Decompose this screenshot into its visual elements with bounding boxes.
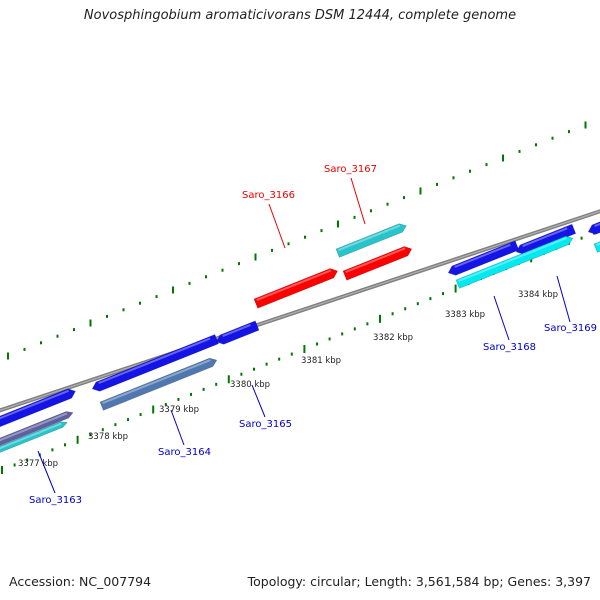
genome-stats-label: Topology: circular; Length: 3,561,584 bp…: [247, 574, 591, 589]
gene-leader-line: [170, 409, 185, 446]
gene-saro-3163-reverse: [0, 411, 74, 446]
gene-saro-3167-fwd-shine: [345, 247, 406, 274]
gene-saro-3164-forward: [91, 334, 219, 392]
gene-saro-3164-reverse: [99, 357, 218, 411]
gene-label-saro-3166[interactable]: Saro_3166: [242, 190, 295, 201]
gene-saro-3167-fwd: [342, 246, 413, 281]
kbp-scale-label: 3377 kbp: [18, 459, 58, 469]
gene-saro-3163-reverse-shine: [0, 412, 68, 442]
kbp-scale-label: 3382 kbp: [373, 333, 413, 343]
gene-saro-3163-reverse-2-shine: [0, 422, 62, 450]
gene-next-reverse-shine: [596, 242, 600, 247]
genome-title: Novosphingobium aromaticivorans DSM 1244…: [83, 8, 517, 23]
gene-saro-3166: [253, 268, 338, 309]
gene-leader-line: [350, 177, 366, 225]
gene-leader-line: [268, 203, 286, 249]
kbp-scale-label: 3378 kbp: [88, 432, 128, 442]
gene-leader-line: [493, 295, 510, 341]
kbp-scale-label: 3383 kbp: [445, 310, 485, 320]
genome-backbone: [0, 209, 600, 413]
gene-label-saro-3163[interactable]: Saro_3163: [29, 495, 82, 506]
kbp-scale-label: 3380 kbp: [230, 380, 270, 390]
gene-saro-3165-forward-shine: [222, 324, 251, 338]
gene-saro-3165-forward: [215, 320, 260, 345]
accession-label: Accession: NC_007794: [9, 574, 152, 589]
gene-next-reverse: [593, 241, 600, 253]
gene-label-saro-3165[interactable]: Saro_3165: [239, 419, 292, 430]
gene-saro-3167-shine: [338, 224, 401, 252]
gene-leader-line: [37, 450, 56, 494]
gene-next-forward-shine: [594, 222, 600, 228]
gene-saro-3163-forward: [0, 388, 76, 428]
gene-saro-3169-forward-shine: [522, 227, 568, 248]
gene-label-saro-3169[interactable]: Saro_3169: [544, 323, 597, 334]
gene-saro-3164-reverse-shine: [102, 359, 211, 405]
gene-label-saro-3167[interactable]: Saro_3167: [324, 164, 377, 175]
gene-saro-3163-reverse-2: [0, 421, 68, 453]
gene-label-saro-3168[interactable]: Saro_3168: [483, 342, 536, 353]
gene-saro-3163-forward-shine: [0, 389, 70, 420]
gene-saro-3164-forward-shine: [98, 337, 211, 385]
kbp-scale-label: 3379 kbp: [159, 405, 199, 415]
gene-saro-3166-shine: [256, 269, 332, 302]
gene-saro-3168-shine: [458, 237, 567, 283]
kbp-scale-label: 3384 kbp: [518, 290, 558, 300]
gene-label-saro-3164[interactable]: Saro_3164: [158, 447, 211, 458]
gene-saro-3168: [455, 235, 574, 289]
genome-backbone-highlight: [0, 210, 600, 411]
gene-saro-3168-forward-shine: [454, 243, 511, 269]
kbp-scale-label: 3381 kbp: [301, 356, 341, 366]
gene-next-forward: [587, 221, 600, 235]
gene-leader-line: [251, 384, 266, 418]
gene-saro-3167: [335, 223, 407, 258]
gene-leader-line: [556, 275, 571, 323]
gene-saro-3168-forward: [447, 240, 520, 276]
